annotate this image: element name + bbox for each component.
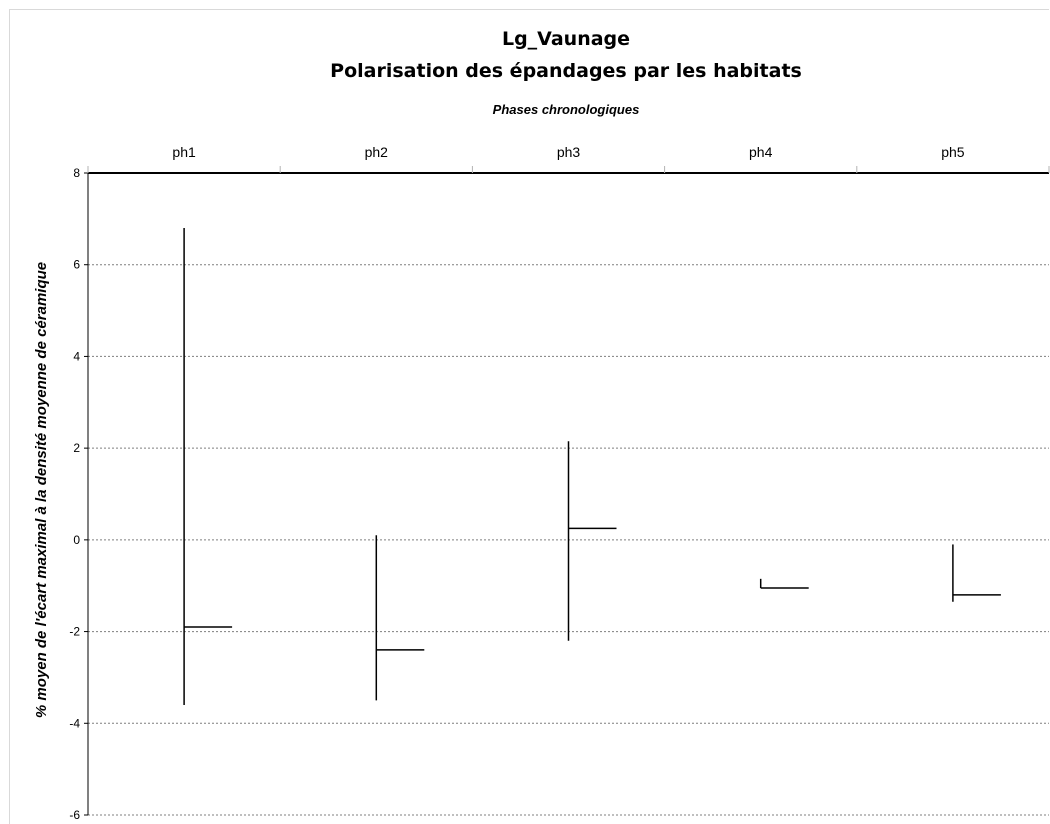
y-tick-label: -2 bbox=[69, 625, 80, 639]
hilo-marks bbox=[183, 228, 1001, 705]
y-axis-label: % moyen de l'écart maximal à la densité … bbox=[33, 262, 50, 718]
x-tick-label-ph1: ph1 bbox=[172, 144, 196, 160]
x-tick-label-ph5: ph5 bbox=[941, 144, 965, 160]
x-tick-label-ph3: ph3 bbox=[557, 144, 581, 160]
y-tick-label: 6 bbox=[73, 258, 80, 272]
y-tick-label: -4 bbox=[69, 716, 80, 730]
y-tick-label: 0 bbox=[73, 533, 80, 547]
x-tick-label-ph2: ph2 bbox=[365, 144, 389, 160]
x-tick-labels: ph1 ph2 ph3 ph4 ph5 bbox=[172, 144, 964, 160]
x-axis-label: Phases chronologiques bbox=[493, 102, 640, 117]
chart-frame bbox=[9, 9, 1049, 824]
y-tick-label: -6 bbox=[69, 808, 80, 819]
x-tick-label-ph4: ph4 bbox=[749, 144, 773, 160]
chart-title: Lg_Vaunage bbox=[502, 28, 630, 50]
y-tick-label: 8 bbox=[73, 166, 80, 180]
axes bbox=[84, 166, 1050, 816]
y-tick-labels: -6 -4 -2 0 2 4 6 8 bbox=[69, 166, 80, 819]
chart-subtitle: Polarisation des épandages par les habit… bbox=[330, 60, 802, 82]
y-tick-label: 2 bbox=[73, 441, 80, 455]
y-tick-label: 4 bbox=[73, 349, 80, 363]
